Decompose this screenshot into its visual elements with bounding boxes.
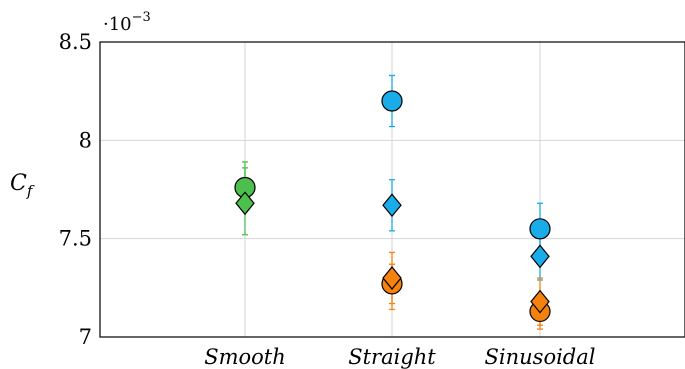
marker-straight-circle (381, 90, 403, 112)
y-multiplier-exponent: −3 (132, 10, 151, 25)
y-tick-labels: 7 7.5 8 8.5 (59, 30, 92, 349)
marker-smooth-diamond (235, 191, 255, 216)
y-tick-label-8: 8 (79, 128, 92, 152)
y-multiplier-base: ·10 (103, 14, 132, 35)
y-tick-label-8-5: 8.5 (59, 30, 92, 54)
marker-straight-diamond (382, 193, 402, 218)
y-tick-label-7: 7 (79, 325, 92, 349)
x-category-labels: Smooth Straight Sinusoidal (204, 345, 595, 369)
marker-straight-diamond (382, 266, 402, 290)
y-axis-label-sub: f (26, 182, 35, 200)
y-tick-label-7-5: 7.5 (59, 227, 92, 251)
y-axis-label: Cf (10, 171, 35, 200)
y-axis-label-main: C (10, 171, 27, 196)
marker-sinusoidal-diamond (530, 289, 550, 314)
y-multiplier: ·10−3 (103, 10, 151, 35)
x-category-label-sinusoidal: Sinusoidal (485, 345, 596, 369)
data-markers (234, 90, 551, 323)
marker-sinusoidal-diamond (530, 244, 550, 269)
x-category-label-smooth: Smooth (204, 345, 286, 369)
marker-sinusoidal-circle (529, 218, 551, 240)
x-category-label-straight: Straight (348, 345, 436, 369)
plot-frame (99, 41, 685, 338)
